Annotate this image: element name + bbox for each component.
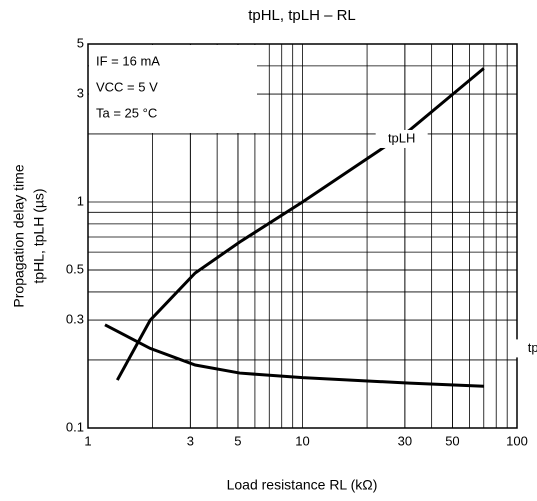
x-tick-label: 1 xyxy=(84,433,91,448)
x-axis-label: Load resistance RL (kΩ) xyxy=(227,477,378,493)
y-tick-label: 1 xyxy=(77,193,84,208)
annotation: VCC = 5 V xyxy=(96,79,158,94)
series-label-bg xyxy=(375,129,428,148)
chart-title: tpHL, tpLH – RL xyxy=(248,7,356,24)
x-tick-label: 30 xyxy=(398,433,412,448)
y-axis-label: Propagation delay time xyxy=(11,164,27,307)
y-tick-label: 3 xyxy=(77,86,84,101)
x-tick-label: 50 xyxy=(445,433,459,448)
x-tick-label: 100 xyxy=(506,433,528,448)
y-tick-label: 0.1 xyxy=(66,419,84,434)
y-tick-label: 0.3 xyxy=(66,312,84,327)
x-tick-label: 10 xyxy=(295,433,309,448)
annotation: Ta = 25 °C xyxy=(96,105,157,120)
y-tick-label: 5 xyxy=(77,35,84,50)
y-axis-label: tpHL, tpLH (µs) xyxy=(31,188,47,283)
series-label: tpHL xyxy=(528,340,537,355)
annotation: IF = 16 mA xyxy=(96,53,160,68)
x-tick-label: 3 xyxy=(187,433,194,448)
annotation-box xyxy=(89,45,257,133)
y-tick-label: 0.5 xyxy=(66,261,84,276)
x-tick-label: 5 xyxy=(234,433,241,448)
plot-frame xyxy=(87,43,518,429)
series-label: tpLH xyxy=(388,130,415,145)
series-label-bg xyxy=(515,339,537,358)
series-line xyxy=(104,323,484,388)
